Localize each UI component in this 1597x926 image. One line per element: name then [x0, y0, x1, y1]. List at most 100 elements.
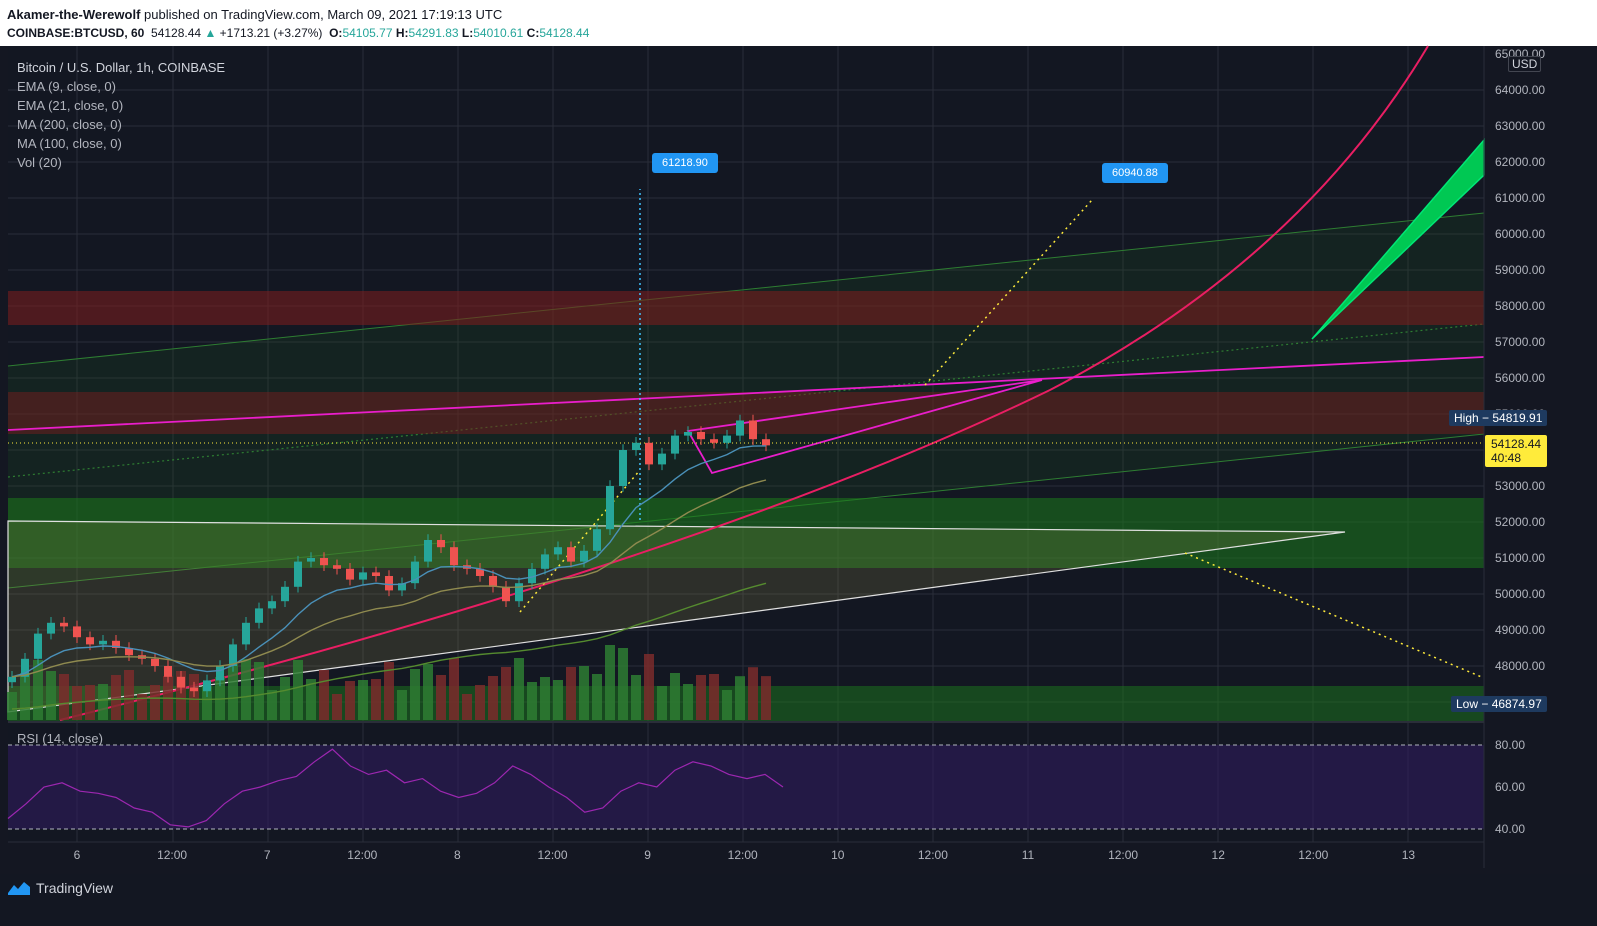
legend-volume[interactable]: Vol (20) [17, 155, 62, 170]
volume-bar [150, 685, 160, 720]
time-tick-label: 13 [1402, 848, 1416, 862]
dotted-path-yellow-3 [1184, 552, 1485, 679]
volume-bar [722, 690, 732, 720]
volume-bar [735, 676, 745, 720]
price-tick-label: 52000.00 [1495, 515, 1545, 529]
legend-ma100[interactable]: MA (100, close, 0) [17, 136, 122, 151]
legend-ema9[interactable]: EMA (9, close, 0) [17, 79, 116, 94]
resistance-zone-lower [8, 392, 1484, 434]
volume-bar [358, 680, 368, 720]
candle-body [554, 547, 562, 555]
time-axis[interactable]: 6 12:00 7 12:00 8 12:00 9 12:00 10 12:00 11 12:00 12… [74, 848, 1416, 862]
low-price-tag: Low − 46874.97 [1451, 696, 1547, 712]
author-name[interactable]: Akamer-the-Werewolf [7, 7, 141, 22]
price-pane-bg [8, 46, 1484, 722]
volume-bar [670, 673, 680, 720]
candle-body [736, 420, 744, 436]
volume-bar [436, 675, 446, 720]
candle-body [190, 687, 198, 692]
rsi-line [7, 748, 784, 828]
volume-bar [579, 666, 589, 720]
candle-body [684, 432, 692, 436]
candle-body [125, 648, 133, 656]
candle-body [34, 633, 42, 659]
price-tick-label: 64000.00 [1495, 83, 1545, 97]
volume-bar [605, 645, 615, 720]
candle-body [697, 432, 705, 440]
volume-bar [46, 671, 56, 720]
candle-body [177, 676, 185, 688]
volume-bar [345, 681, 355, 720]
close-key: C: [526, 26, 540, 40]
price-axis[interactable]: 65000.0064000.0063000.0062000.0061000.00… [1495, 47, 1545, 709]
candle-body [229, 644, 237, 666]
candle-body [723, 435, 731, 443]
candle-body [346, 568, 354, 580]
candle-body [21, 658, 29, 677]
volume-bar [111, 675, 121, 720]
time-tick-label: 7 [264, 848, 271, 862]
rsi-label[interactable]: RSI (14, close) [17, 731, 103, 746]
time-tick-label: 9 [644, 848, 651, 862]
candle-body [281, 586, 289, 602]
magenta-trendline[interactable] [7, 356, 1485, 431]
triangle-pattern[interactable] [7, 520, 1346, 713]
tradingview-logo[interactable]: TradingView [8, 880, 113, 896]
candle-body [710, 439, 718, 443]
candle-body [372, 572, 380, 576]
candle-body [333, 565, 341, 569]
candle-body [580, 550, 588, 562]
price-tick-label: 59000.00 [1495, 263, 1545, 277]
candle-body [606, 486, 614, 530]
price-tick-label: 51000.00 [1495, 551, 1545, 565]
brand-label: TradingView [36, 880, 114, 896]
candle-body [359, 572, 367, 580]
volume-bar [371, 679, 381, 720]
high-price-tag: High − 54819.91 [1449, 410, 1548, 426]
volume-bar [137, 694, 147, 720]
ohlc-line: COINBASE:BTCUSD, 60 54128.44 ▲ +1713.21 … [7, 26, 589, 40]
target-callout-1[interactable]: 61218.90 [652, 153, 718, 173]
volume-bar [332, 694, 342, 720]
resistance-zone-upper [8, 291, 1484, 325]
candle-body [658, 453, 666, 465]
candle-body [242, 622, 250, 645]
rsi-tick-label: 80.00 [1495, 738, 1525, 752]
publish-line: Akamer-the-Werewolf published on Trading… [7, 7, 502, 22]
volume-bar [124, 670, 134, 720]
tradingview-icon [8, 882, 30, 895]
price-tick-label: 57000.00 [1495, 335, 1545, 349]
candle-body [268, 601, 276, 609]
volume-bar [85, 685, 95, 720]
rsi-axis: 80.00 60.00 40.00 [1495, 738, 1525, 836]
volume-bar [20, 673, 30, 720]
candle-body [632, 442, 640, 450]
candle-body [203, 680, 211, 692]
legend: Bitcoin / U.S. Dollar, 1h, COINBASE EMA … [17, 58, 225, 172]
candle-body [502, 586, 510, 602]
candle-body [320, 558, 328, 566]
candle-body [86, 637, 94, 645]
volume-bar [761, 676, 771, 720]
currency-badge[interactable]: USD [1508, 56, 1542, 72]
volume-bar [618, 648, 628, 720]
high-key: H: [395, 26, 409, 40]
volume-bar [72, 686, 82, 720]
symbol-label: COINBASE:BTCUSD, 60 [7, 26, 145, 40]
volume-bar [540, 677, 550, 720]
volume-bar [33, 660, 43, 720]
legend-ma200[interactable]: MA (200, close, 0) [17, 117, 122, 132]
volume-bar [254, 662, 264, 720]
parabolic-curve[interactable] [59, 45, 1429, 721]
dotted-path-yellow-1 [519, 469, 641, 613]
time-tick-label: 12:00 [1298, 848, 1328, 862]
legend-title[interactable]: Bitcoin / U.S. Dollar, 1h, COINBASE [17, 60, 226, 75]
volume-bar [189, 674, 199, 720]
volume-bar [592, 674, 602, 720]
target-callout-2[interactable]: 60940.88 [1102, 163, 1168, 183]
wedge-pattern[interactable] [686, 379, 1043, 475]
legend-ema21[interactable]: EMA (21, close, 0) [17, 98, 124, 113]
rsi-band [8, 745, 1484, 829]
candle-body [294, 561, 302, 587]
